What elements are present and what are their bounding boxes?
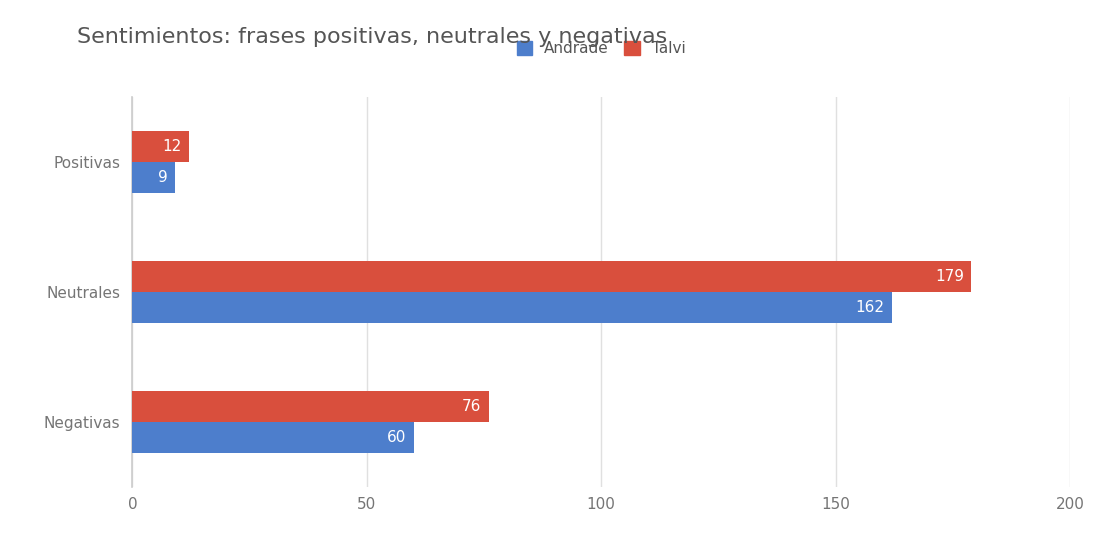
Text: 162: 162: [856, 300, 885, 315]
Text: 9: 9: [158, 170, 168, 185]
Text: 12: 12: [162, 140, 182, 154]
Text: 179: 179: [935, 269, 964, 284]
Text: 76: 76: [462, 399, 482, 414]
Legend: Andrade, Talvi: Andrade, Talvi: [511, 35, 692, 62]
Bar: [132, 391, 489, 422]
Bar: [132, 261, 972, 292]
Bar: [132, 131, 189, 162]
Bar: [132, 292, 892, 323]
Text: Sentimientos: frases positivas, neutrales y negativas: Sentimientos: frases positivas, neutrale…: [77, 27, 667, 47]
Bar: [132, 422, 414, 453]
Bar: [132, 162, 174, 193]
Text: 60: 60: [387, 430, 407, 445]
